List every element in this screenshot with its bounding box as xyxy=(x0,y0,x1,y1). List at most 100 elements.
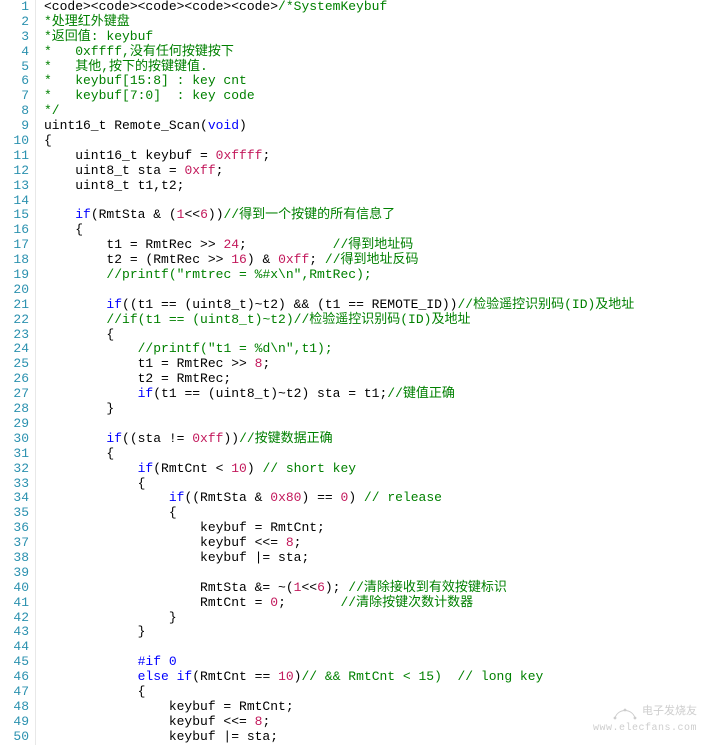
code-line[interactable]: RmtCnt = 0; //清除按键次数计数器 xyxy=(44,596,634,611)
line-number: 24 xyxy=(0,342,29,357)
code-token xyxy=(44,297,106,312)
line-number: 20 xyxy=(0,283,29,298)
line-number: 46 xyxy=(0,670,29,685)
code-line[interactable]: //printf("t1 = %d\n",t1); xyxy=(44,342,634,357)
code-token: 10 xyxy=(231,461,247,476)
code-token xyxy=(44,461,138,476)
code-line[interactable]: uint16_t Remote_Scan(void) xyxy=(44,119,634,134)
code-line[interactable]: *处理红外键盘 xyxy=(44,15,634,30)
code-line[interactable]: * keybuf[7:0] : key code xyxy=(44,89,634,104)
code-line[interactable]: #if 0 xyxy=(44,655,634,670)
code-token xyxy=(44,312,106,327)
code-line[interactable]: *返回值: keybuf xyxy=(44,30,634,45)
code-line[interactable]: //if(t1 == (uint8_t)~t2)//检验遥控识别码(ID)及地址 xyxy=(44,313,634,328)
code-token: 10 xyxy=(278,669,294,684)
code-line[interactable]: * 0xffff,没有任何按键按下 xyxy=(44,45,634,60)
code-line[interactable]: { xyxy=(44,506,634,521)
code-token: *处理红外键盘 xyxy=(44,14,130,29)
code-line[interactable]: { xyxy=(44,328,634,343)
line-number: 5 xyxy=(0,60,29,75)
code-line[interactable]: } xyxy=(44,611,634,626)
code-line[interactable]: { xyxy=(44,477,634,492)
code-line[interactable]: if((sta != 0xff))//按键数据正确 xyxy=(44,432,634,447)
code-line[interactable]: { xyxy=(44,447,634,462)
line-number: 10 xyxy=(0,134,29,149)
code-line[interactable]: uint8_t sta = 0xff; xyxy=(44,164,634,179)
code-token: ; xyxy=(294,535,302,550)
code-line[interactable]: t1 = RmtRec >> 24; //得到地址码 xyxy=(44,238,634,253)
line-number: 3 xyxy=(0,30,29,45)
code-line[interactable]: keybuf <<= 8; xyxy=(44,536,634,551)
code-line[interactable] xyxy=(44,283,634,298)
code-token: t2 = RmtRec; xyxy=(44,371,231,386)
code-line[interactable] xyxy=(44,417,634,432)
code-line[interactable]: keybuf = RmtCnt; xyxy=(44,700,634,715)
code-line[interactable]: keybuf |= sta; xyxy=(44,551,634,566)
line-number: 39 xyxy=(0,566,29,581)
line-number: 4 xyxy=(0,45,29,60)
code-line[interactable]: { xyxy=(44,685,634,700)
code-token: } xyxy=(44,401,114,416)
line-number: 33 xyxy=(0,477,29,492)
code-line[interactable]: //printf("rmtrec = %#x\n",RmtRec); xyxy=(44,268,634,283)
code-line[interactable]: RmtSta &= ~(1<<6); //清除接收到有效按键标识 xyxy=(44,581,634,596)
code-line[interactable]: * keybuf[15:8] : key cnt xyxy=(44,74,634,89)
line-number: 37 xyxy=(0,536,29,551)
code-line[interactable] xyxy=(44,640,634,655)
line-number: 22 xyxy=(0,313,29,328)
line-number: 40 xyxy=(0,581,29,596)
code-line[interactable]: if((RmtSta & 0x80) == 0) // release xyxy=(44,491,634,506)
code-line[interactable]: * 其他,按下的按键键值. xyxy=(44,60,634,75)
code-token: //检验遥控识别码(ID)及地址 xyxy=(458,297,635,312)
code-line[interactable]: <code><code><code><code><code>/*SystemKe… xyxy=(44,0,634,15)
code-token xyxy=(44,341,138,356)
code-line[interactable]: else if(RmtCnt == 10)// && RmtCnt < 15) … xyxy=(44,670,634,685)
code-line[interactable]: keybuf = RmtCnt; xyxy=(44,521,634,536)
code-token: *返回值: keybuf xyxy=(44,29,153,44)
code-line[interactable]: if((t1 == (uint8_t)~t2) && (t1 == REMOTE… xyxy=(44,298,634,313)
code-line[interactable]: keybuf <<= 8; xyxy=(44,715,634,730)
code-line[interactable]: if(RmtCnt < 10) // short key xyxy=(44,462,634,477)
code-token: { xyxy=(44,327,114,342)
code-editor[interactable]: 1234567891011121314151617181920212223242… xyxy=(0,0,705,745)
line-number: 29 xyxy=(0,417,29,432)
line-number: 45 xyxy=(0,655,29,670)
code-token xyxy=(44,431,106,446)
line-number: 28 xyxy=(0,402,29,417)
code-token xyxy=(44,386,138,401)
line-number: 13 xyxy=(0,179,29,194)
code-line[interactable]: */ xyxy=(44,104,634,119)
code-token: )) xyxy=(208,207,224,222)
line-number: 34 xyxy=(0,491,29,506)
code-line[interactable]: t2 = RmtRec; xyxy=(44,372,634,387)
code-line[interactable]: t2 = (RmtRec >> 16) & 0xff; //得到地址反码 xyxy=(44,253,634,268)
code-token: uint16_t keybuf = xyxy=(44,148,216,163)
code-token: 0xffff xyxy=(216,148,263,163)
code-token: void xyxy=(208,118,239,133)
code-line[interactable]: { xyxy=(44,134,634,149)
code-line[interactable]: if(t1 == (uint8_t)~t2) sta = t1;//键值正确 xyxy=(44,387,634,402)
code-line[interactable]: if(RmtSta & (1<<6))//得到一个按键的所有信息了 xyxy=(44,208,634,223)
code-token xyxy=(44,639,52,654)
line-number: 6 xyxy=(0,74,29,89)
code-line[interactable]: uint16_t keybuf = 0xffff; xyxy=(44,149,634,164)
line-number: 44 xyxy=(0,640,29,655)
code-token: * keybuf[15:8] : key cnt xyxy=(44,73,247,88)
code-token: ; xyxy=(262,714,270,729)
code-line[interactable]: } xyxy=(44,402,634,417)
line-number: 47 xyxy=(0,685,29,700)
line-number: 11 xyxy=(0,149,29,164)
code-line[interactable]: keybuf |= sta; xyxy=(44,730,634,745)
code-line[interactable]: t1 = RmtRec >> 8; xyxy=(44,357,634,372)
code-token: //得到一个按键的所有信息了 xyxy=(224,207,396,222)
code-token: RmtSta &= ~( xyxy=(44,580,294,595)
code-token: ) xyxy=(348,490,364,505)
code-token: keybuf <<= xyxy=(44,714,255,729)
code-area[interactable]: <code><code><code><code><code>/*SystemKe… xyxy=(36,0,634,745)
code-token: #if 0 xyxy=(138,654,177,669)
code-token: //printf("t1 = %d\n",t1); xyxy=(138,341,333,356)
code-line[interactable]: } xyxy=(44,625,634,640)
code-line[interactable]: uint8_t t1,t2; xyxy=(44,179,634,194)
code-line[interactable] xyxy=(44,566,634,581)
code-token: (RmtSta & ( xyxy=(91,207,177,222)
